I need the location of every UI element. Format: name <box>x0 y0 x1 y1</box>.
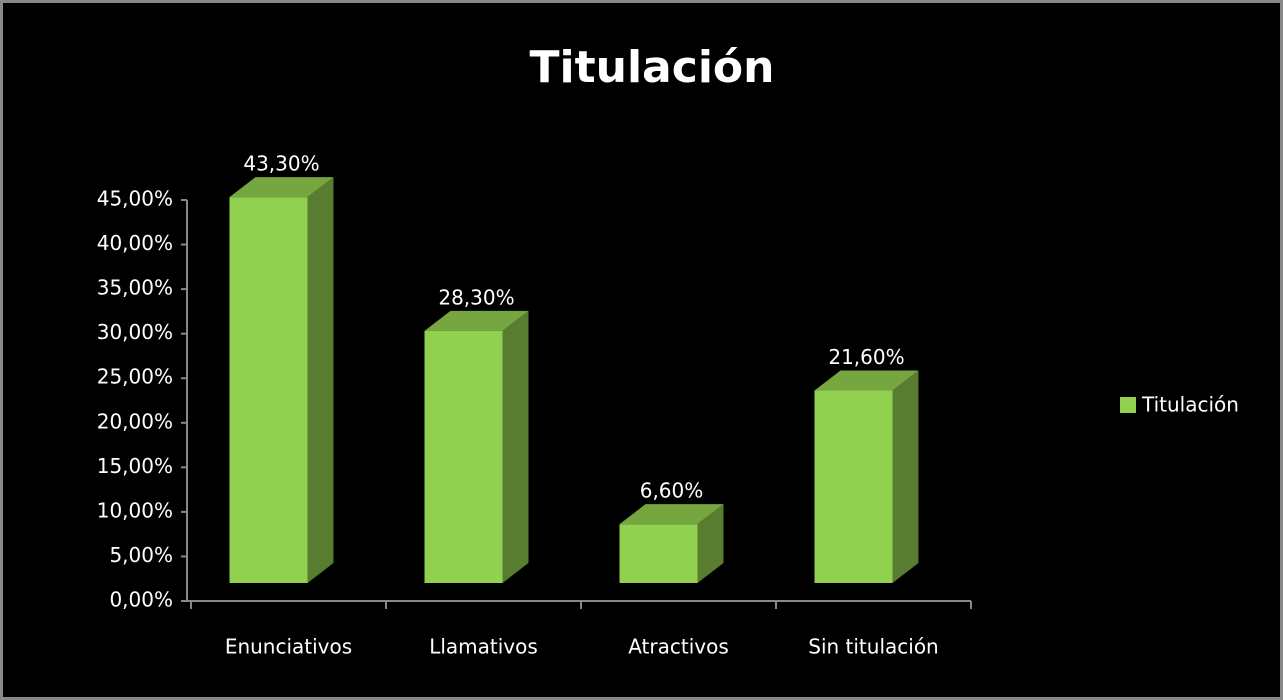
y-tick-label: 20,00% <box>97 409 173 433</box>
y-tick-label: 0,00% <box>109 588 173 612</box>
y-tick-label: 15,00% <box>97 454 173 478</box>
x-tick-label: Sin titulación <box>808 635 938 659</box>
data-label: 43,30% <box>243 152 319 176</box>
chart-title: Titulación <box>530 42 775 93</box>
bar-top <box>229 177 334 198</box>
bar-top <box>619 504 724 525</box>
bar-side <box>892 370 919 583</box>
y-tick-label: 30,00% <box>97 320 173 344</box>
legend-label: Titulación <box>1141 393 1239 417</box>
bar-front <box>619 524 698 583</box>
data-label: 6,60% <box>640 479 704 503</box>
bar-front <box>814 390 893 583</box>
data-label: 28,30% <box>438 285 514 309</box>
y-tick-label: 10,00% <box>97 498 173 522</box>
bar-side <box>307 177 334 583</box>
y-tick-label: 35,00% <box>97 276 173 300</box>
x-tick-label: Llamativos <box>429 635 538 659</box>
bar-side <box>502 310 529 583</box>
y-tick-label: 5,00% <box>109 543 173 567</box>
bar-side <box>697 504 724 583</box>
bar-top <box>424 310 529 331</box>
legend-swatch <box>1120 397 1136 413</box>
y-tick-label: 25,00% <box>97 365 173 389</box>
bar <box>229 177 334 583</box>
bar-top <box>814 370 919 391</box>
bar-front <box>424 330 503 583</box>
bar-front <box>229 197 308 583</box>
x-tick-label: Enunciativos <box>225 635 352 659</box>
bar <box>814 370 919 583</box>
bar <box>424 310 529 583</box>
y-tick-label: 45,00% <box>97 187 173 211</box>
y-tick-label: 40,00% <box>97 231 173 255</box>
x-tick-label: Atractivos <box>628 635 729 659</box>
data-label: 21,60% <box>828 345 904 369</box>
bar <box>619 504 724 583</box>
